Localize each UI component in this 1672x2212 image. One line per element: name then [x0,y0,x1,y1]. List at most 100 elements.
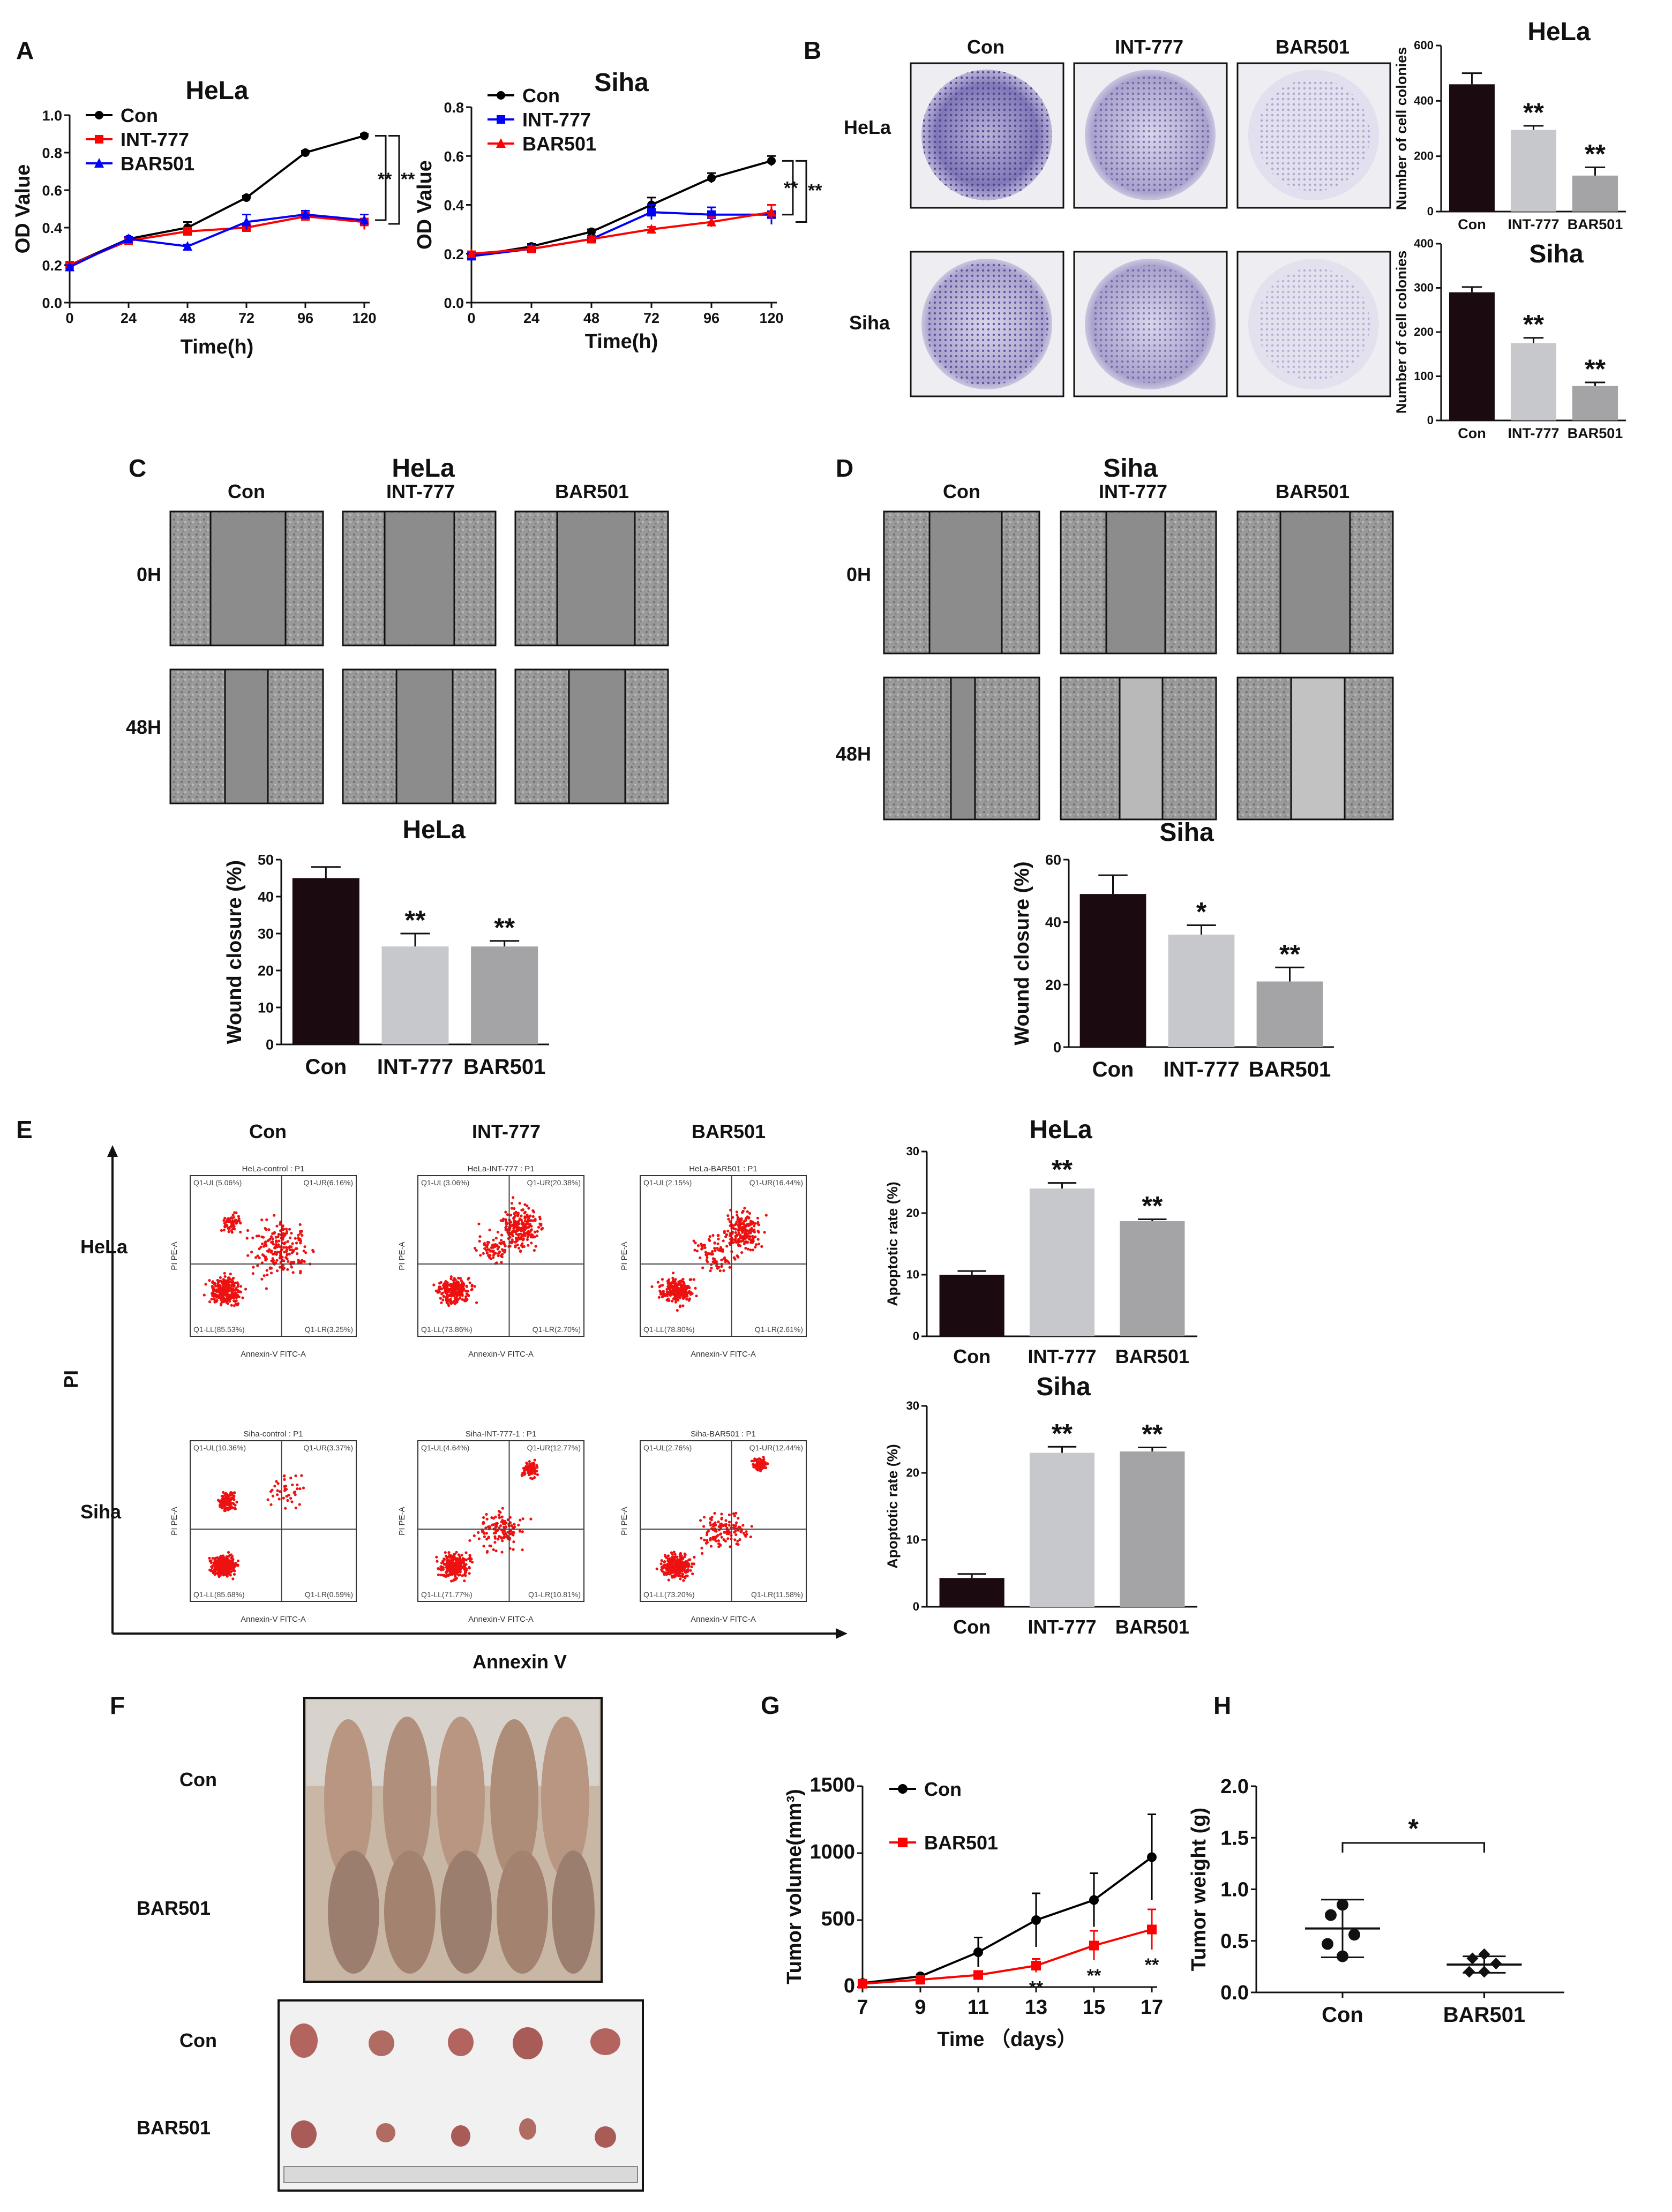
event-dot [470,1284,474,1288]
event-dot [667,1578,670,1582]
event-dot [454,1278,457,1281]
event-dot [230,1221,233,1224]
category-label-bar501: BAR501 [463,1055,545,1079]
point-bar501 [1147,1924,1157,1935]
point-bar501 [124,234,133,243]
event-dot [278,1256,282,1259]
event-dot [734,1240,737,1244]
event-dot [284,1507,287,1510]
y-tick-label: 0.0 [444,295,464,311]
event-dot [298,1487,302,1491]
event-dot [736,1214,739,1217]
event-dot [520,1214,523,1217]
legend-label-int-777: INT-777 [522,109,591,131]
event-dot [226,1503,229,1506]
event-dot [482,1530,485,1533]
col-label-bar501-b: BAR501 [1276,36,1349,58]
event-dot [752,1463,755,1466]
event-dot [516,1213,519,1216]
event-dot [441,1568,445,1571]
event-dot [234,1281,237,1284]
y-tick-label: 0.5 [1220,1930,1249,1953]
event-dot [752,1236,755,1239]
event-dot [445,1575,448,1578]
event-dot [233,1296,236,1299]
event-dot [766,1462,769,1465]
event-dot [275,1480,278,1483]
event-dot [713,1511,716,1515]
event-dot [458,1568,461,1571]
event-dot [760,1245,763,1248]
bar-con [939,1275,1004,1336]
event-dot [492,1523,495,1526]
x-tick-label: 120 [352,310,376,326]
quadrant-ll-label: Q1-LL(71.77%) [421,1590,473,1599]
event-dot [754,1245,757,1249]
bar-bar501 [1572,386,1618,420]
row-label-hela-b: HeLa [844,116,891,138]
y-tick-label: 30 [258,926,274,942]
event-dot [670,1551,673,1554]
event-dot [220,1572,223,1575]
quadrant-ul-label: Q1-UL(3.06%) [421,1178,469,1187]
event-dot [463,1579,466,1583]
event-dot [724,1260,727,1263]
event-dot [447,1304,451,1307]
event-dot [208,1300,212,1304]
event-dot [229,1560,232,1563]
event-dot [677,1298,680,1301]
event-dot [538,1217,542,1221]
event-dot [724,1235,728,1238]
event-dot [672,1278,675,1282]
event-dot [234,1507,237,1510]
y-tick-label: 30 [906,1145,919,1158]
event-dot [216,1283,220,1286]
event-dot [676,1564,679,1568]
category-label-bar501: BAR501 [1443,2003,1525,2027]
event-dot [717,1233,720,1237]
significance-label: ** [1087,1966,1101,1986]
quadrant-ul-label: Q1-UL(2.15%) [643,1178,692,1187]
event-dot [265,1269,268,1272]
tumor-con-5 [590,2028,620,2055]
event-dot [294,1506,297,1509]
event-dot [762,1458,766,1461]
col-label-int777-b: INT-777 [1115,36,1183,58]
flow-plot-frame [640,1175,807,1337]
category-label-int-777: INT-777 [1508,216,1559,232]
flow-x-axis-label: Annexin-V FITC-A [691,1615,756,1624]
event-dot [733,1526,736,1530]
series-line-con [862,1856,1153,1984]
event-dot [496,1230,500,1233]
event-dot [531,1209,535,1212]
event-dot [448,1570,452,1573]
event-dot [296,1252,299,1255]
point-bar501 [767,207,776,217]
event-dot [712,1525,715,1528]
series-line-bar501 [471,211,772,255]
point-con [767,156,776,165]
event-dot [762,1456,765,1459]
event-dot [233,1228,236,1231]
event-dot [277,1232,280,1236]
event-dot [299,1261,303,1264]
event-dot [464,1559,468,1562]
event-dot [702,1516,706,1519]
event-dot [219,1503,222,1507]
event-dot [489,1250,492,1253]
event-dot [764,1214,768,1217]
event-dot [663,1561,666,1564]
event-dot [278,1239,281,1243]
event-dot [700,1244,703,1247]
y-tick-label: 50 [258,852,274,868]
event-dot [272,1243,275,1246]
event-dot [659,1284,662,1288]
event-dot [488,1228,491,1232]
event-dot [739,1530,743,1533]
event-dot [709,1521,712,1524]
event-dot [655,1567,658,1570]
mouse-con-4 [490,1719,538,1880]
x-tick-label: 120 [759,310,783,326]
tumor-con-1 [290,2023,318,2058]
event-dot [712,1523,715,1526]
